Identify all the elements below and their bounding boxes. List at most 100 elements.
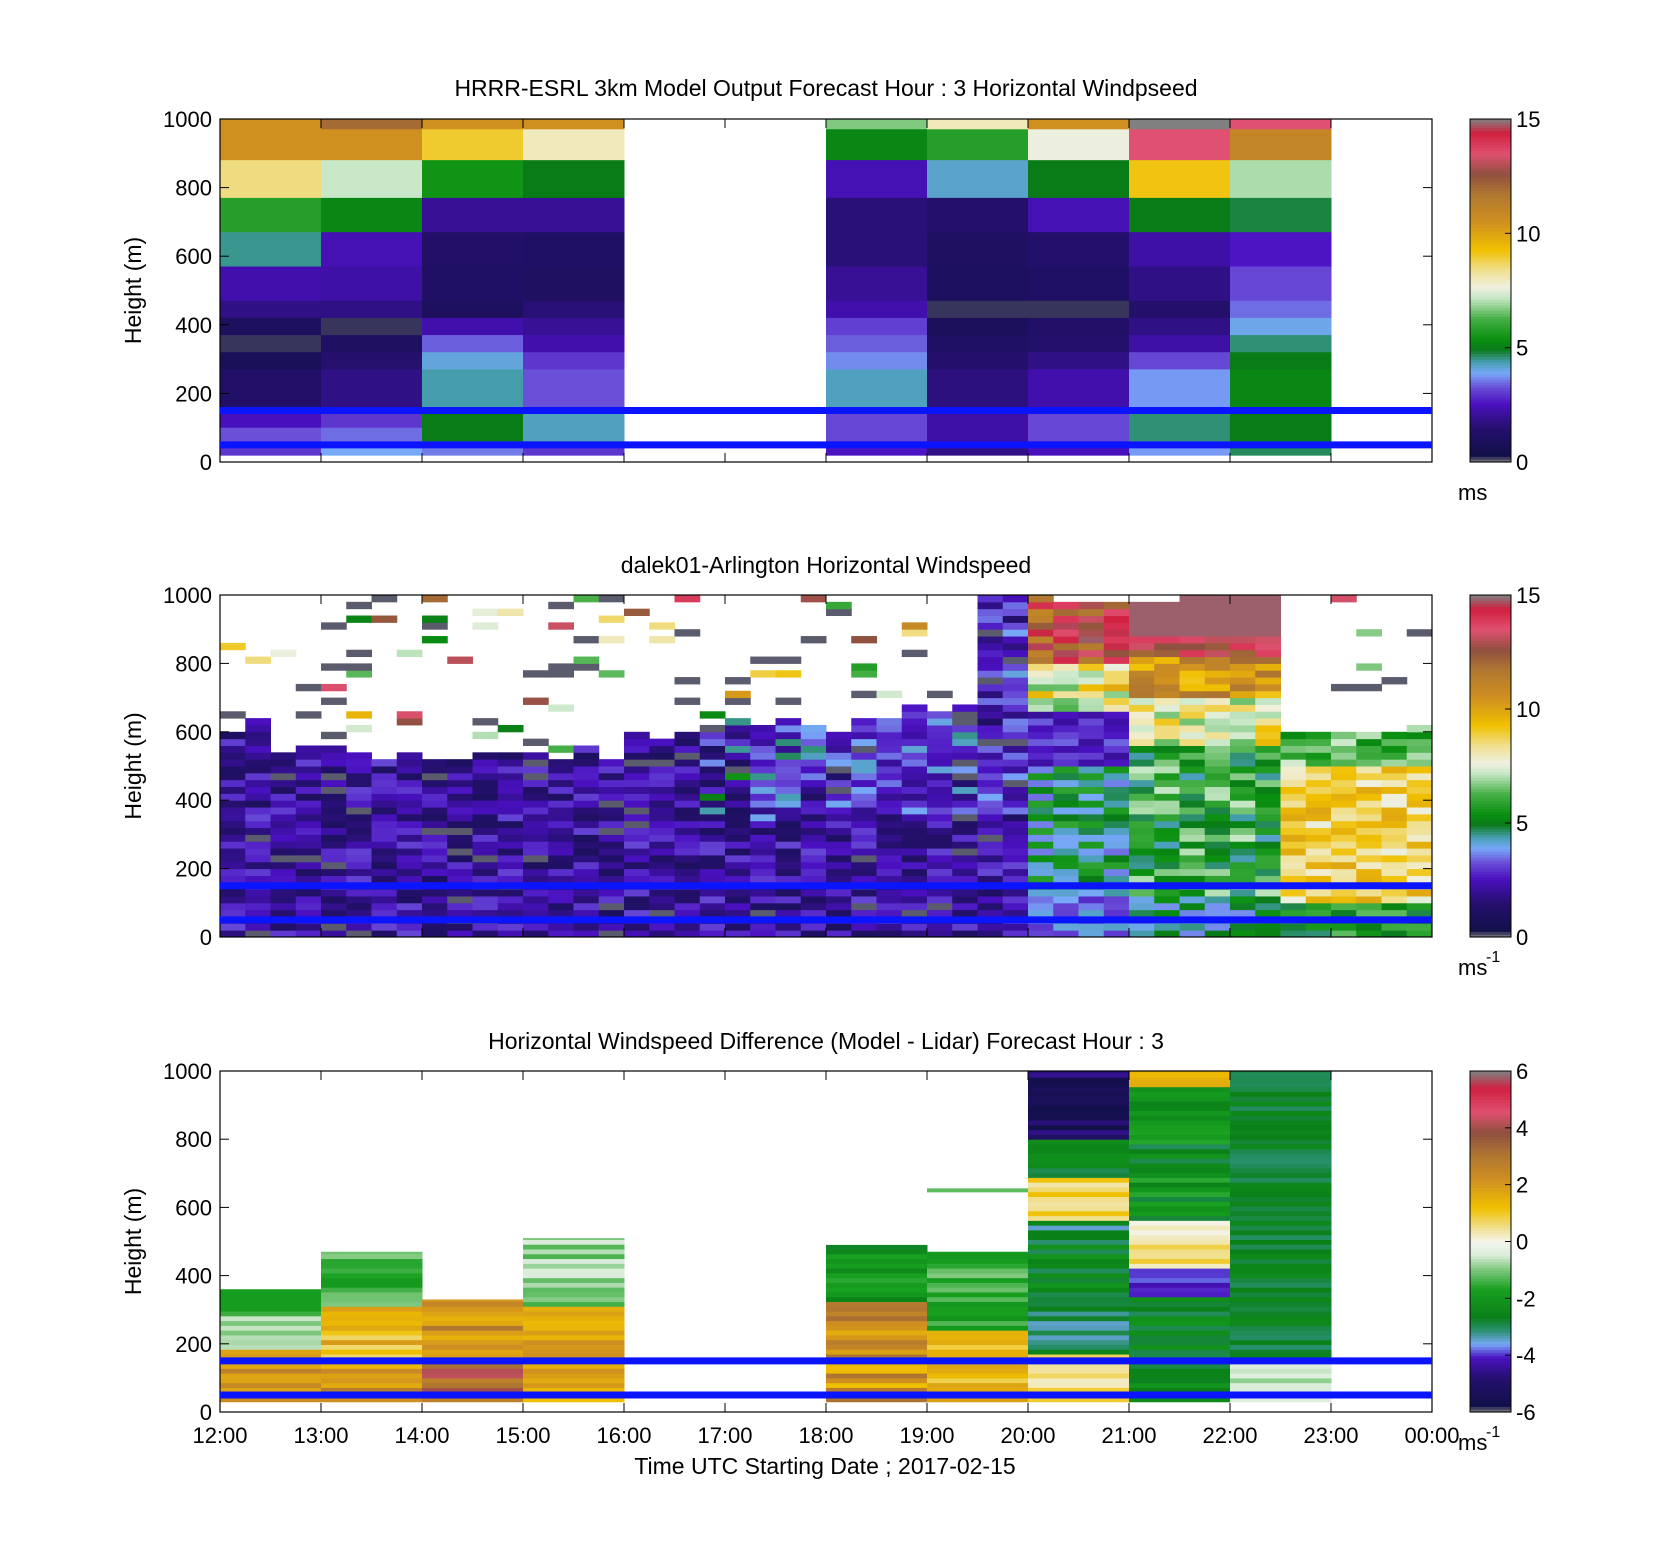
heatmap-cell <box>573 595 600 603</box>
heatmap-cell <box>523 759 549 767</box>
heatmap-cell <box>977 724 1004 733</box>
heatmap-cell <box>598 895 625 904</box>
heatmap-cell <box>1230 861 1256 870</box>
heatmap-cell <box>1381 752 1408 760</box>
heatmap-cell <box>598 786 625 794</box>
y-tick-label: 0 <box>200 925 212 950</box>
x-tick-label: 00:00 <box>1404 1423 1459 1448</box>
heatmap-cell <box>1103 779 1130 788</box>
heatmap-cell <box>927 1263 1029 1269</box>
y-axis-label: Height (m) <box>120 1188 146 1295</box>
heatmap-cell <box>371 861 398 870</box>
heatmap-cell <box>1129 1120 1231 1126</box>
colorbar-segment <box>1470 344 1511 349</box>
heatmap-cell <box>1381 820 1408 829</box>
colorbar-segment <box>1470 390 1511 394</box>
heatmap-cell <box>1002 923 1029 931</box>
heatmap-cell <box>1028 1234 1130 1240</box>
heatmap-cell <box>876 731 903 740</box>
heatmap-cell <box>699 779 726 788</box>
heatmap-cell <box>598 834 625 842</box>
heatmap-cell <box>1002 683 1029 692</box>
colorbar-segment <box>1470 1099 1511 1103</box>
heatmap-cell <box>1230 1344 1332 1350</box>
colorbar-segment <box>1470 1170 1511 1174</box>
heatmap-cell <box>321 663 347 671</box>
heatmap-cell <box>1230 1148 1332 1155</box>
heatmap-cell <box>321 1325 423 1331</box>
heatmap-cell <box>1103 820 1130 829</box>
heatmap-cell <box>1002 649 1029 658</box>
heatmap-cell <box>220 766 246 774</box>
heatmap-cell <box>699 841 726 849</box>
heatmap-cell <box>295 854 322 863</box>
heatmap-cell <box>220 800 246 808</box>
heatmap-cell <box>826 759 852 767</box>
heatmap-cell <box>422 834 448 842</box>
heatmap-cell <box>295 930 322 938</box>
heatmap-cell <box>927 1387 1029 1393</box>
heatmap-cell <box>422 813 448 822</box>
heatmap-cell <box>1002 718 1029 726</box>
heatmap-cell <box>497 608 524 617</box>
heatmap-cell <box>1078 738 1105 746</box>
heatmap-cell <box>523 335 625 353</box>
heatmap-cell <box>1103 766 1130 774</box>
heatmap-cell <box>1381 923 1408 931</box>
heatmap-cell <box>1381 745 1408 753</box>
heatmap-cell <box>826 902 852 911</box>
heatmap-cell <box>1154 656 1180 664</box>
colorbar-segment <box>1470 401 1511 406</box>
heatmap-cell <box>371 759 398 767</box>
heatmap-cell <box>1179 759 1206 767</box>
heatmap-cell <box>1280 813 1307 822</box>
heatmap-cell <box>1381 909 1408 917</box>
x-tick-label: 13:00 <box>293 1423 348 1448</box>
heatmap-cell <box>1053 902 1079 911</box>
heatmap-cell <box>1154 759 1180 767</box>
heatmap-cell <box>1255 889 1281 897</box>
colorbar-segment <box>1470 204 1511 209</box>
heatmap-cell <box>876 854 903 863</box>
heatmap-cell <box>1406 800 1433 808</box>
heatmap-cell <box>1179 854 1206 863</box>
heatmap-cell <box>1406 848 1433 856</box>
heatmap-cell <box>1053 690 1079 699</box>
heatmap-cell <box>750 930 776 938</box>
heatmap-cell <box>1255 923 1281 931</box>
heatmap-cell <box>447 779 473 788</box>
heatmap-cell <box>750 793 776 801</box>
heatmap-cell <box>927 923 953 931</box>
heatmap-cell <box>1305 731 1332 740</box>
heatmap-cell <box>1230 1263 1332 1269</box>
heatmap-cell <box>1129 1263 1231 1269</box>
heatmap-cell <box>826 909 852 917</box>
heatmap-cell <box>1129 119 1231 130</box>
heatmap-cell <box>977 930 1004 938</box>
heatmap-cell <box>851 848 877 856</box>
heatmap-cell <box>1103 642 1130 651</box>
heatmap-cell <box>497 813 524 822</box>
heatmap-cell <box>523 1354 625 1360</box>
heatmap-cell <box>1305 759 1332 767</box>
heatmap-cell <box>270 841 297 849</box>
heatmap-cell <box>220 1396 322 1403</box>
heatmap-cell <box>1230 1239 1332 1245</box>
heatmap-cell <box>1053 827 1079 835</box>
heatmap-cell <box>1255 827 1281 835</box>
colorbar-frame <box>1469 594 1512 938</box>
heatmap-cell <box>927 731 953 740</box>
heatmap-cell <box>624 759 650 767</box>
heatmap-cell <box>1230 1158 1332 1164</box>
heatmap-cell <box>1280 820 1307 829</box>
colorbar-segment <box>1470 768 1511 773</box>
heatmap-cell <box>1280 895 1307 904</box>
colorbar-segment <box>1470 797 1511 801</box>
colorbar-segment <box>1470 396 1511 400</box>
heatmap-cell <box>573 786 600 794</box>
heatmap-cell <box>1002 752 1029 760</box>
heatmap-cell <box>876 834 903 842</box>
heatmap-cell <box>952 813 978 822</box>
colorbar-segment <box>1470 751 1511 756</box>
heatmap-cell <box>346 841 372 849</box>
